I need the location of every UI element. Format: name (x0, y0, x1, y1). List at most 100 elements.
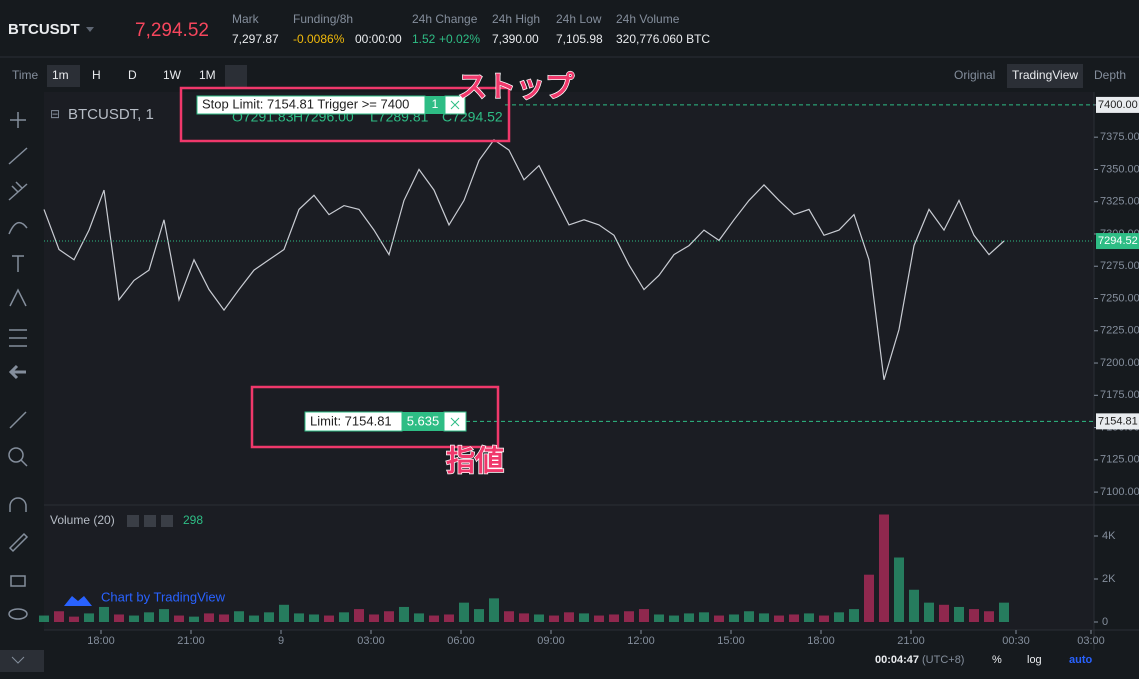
stat-label: 24h Change (412, 12, 478, 26)
volume-bar (384, 611, 394, 623)
volume-bar (834, 612, 844, 623)
credit[interactable]: Chart by TradingView (101, 589, 226, 604)
interval[interactable]: 1W (163, 68, 182, 82)
volume-bar (369, 614, 379, 623)
volume-bar (639, 609, 649, 623)
volume-bar (54, 611, 64, 623)
price-label-bg (1096, 96, 1139, 113)
volume-bar (474, 609, 484, 623)
last-price: 7,294.52 (135, 20, 209, 41)
price-label: 7400.00 (1098, 99, 1138, 111)
volume-last: 298 (183, 513, 203, 527)
volume-bar (609, 614, 619, 623)
footer-bg (0, 650, 1139, 679)
order-text: Limit: 7154.81 (310, 413, 392, 428)
x-tick-label: 15:00 (717, 635, 745, 647)
y-tick-label: 7200.00 (1100, 357, 1139, 369)
view-tab[interactable]: Original (954, 68, 995, 82)
volume-bar (189, 616, 199, 623)
volume-bar (339, 612, 349, 623)
x-tick-label: 21:00 (897, 635, 925, 647)
legend-toggle[interactable]: ⊟ (50, 107, 60, 121)
volume-bar (144, 612, 154, 623)
interval[interactable]: 1M (199, 68, 216, 82)
volume-bar (669, 615, 679, 623)
volume-bar (159, 609, 169, 623)
interval[interactable]: D (128, 68, 137, 82)
y-tick-label: 7275.00 (1100, 260, 1139, 272)
volume-bar (114, 614, 124, 623)
volume-bar (459, 602, 469, 623)
volume-bar (729, 614, 739, 623)
time-label: Time (12, 68, 39, 82)
y-tick-label: 7350.00 (1100, 163, 1139, 175)
view-tab[interactable]: TradingView (1012, 68, 1078, 82)
x-tick-label: 03:00 (357, 635, 385, 647)
volume-bar (549, 615, 559, 623)
y-tick-label: 7375.00 (1100, 131, 1139, 143)
volume-bar (684, 613, 694, 623)
volume-bar (69, 616, 79, 623)
volume-title: Volume (20) (50, 513, 115, 527)
view-tab[interactable]: Depth (1094, 68, 1126, 82)
drawing-tools[interactable] (8, 112, 29, 620)
symbol[interactable]: BTCUSDT (8, 21, 80, 38)
stat-value: 7,297.87 (232, 32, 279, 46)
volume-bar (354, 609, 364, 623)
stat-extra: +0.02% (439, 32, 480, 46)
volume-bar (969, 609, 979, 623)
x-tick-label: 18:00 (87, 635, 115, 647)
volume-bar (744, 611, 754, 623)
stat-value: -0.0086% (293, 32, 345, 46)
volume-bar (819, 615, 829, 623)
volume-bar (504, 611, 514, 623)
volume-bar (894, 557, 904, 623)
x-tick-label: 03:00 (1077, 635, 1105, 647)
icon[interactable] (144, 515, 156, 527)
y-tick-label: 4K (1102, 530, 1116, 542)
tv-logo (64, 596, 92, 606)
highlight-box (250, 385, 500, 449)
volume-bar (129, 615, 139, 623)
active-interval (47, 65, 80, 87)
price-label: 7154.81 (1098, 415, 1138, 427)
price-line (43, 138, 1005, 380)
icon[interactable] (127, 515, 139, 527)
volume-bar (414, 613, 424, 623)
log-button[interactable]: log (1027, 654, 1042, 666)
volume-bar (654, 614, 664, 623)
volume-bar (99, 606, 109, 623)
stat-value: 7,105.98 (556, 32, 603, 46)
x-tick-label: 06:00 (447, 635, 475, 647)
volume-bar (624, 611, 634, 623)
settings[interactable] (225, 65, 247, 87)
y-tick-label: 7250.00 (1100, 292, 1139, 304)
interval[interactable]: H (92, 68, 101, 82)
x-tick-label: 18:00 (807, 635, 835, 647)
stat-label: Mark (232, 12, 260, 26)
volume-bar (279, 604, 289, 623)
interval[interactable]: 1m (52, 68, 69, 82)
volume-bar (84, 613, 94, 623)
volume-bar (714, 615, 724, 623)
chart-bg (44, 92, 1094, 630)
percent-button[interactable]: % (992, 654, 1002, 666)
legend-symbol: BTCUSDT, 1 (68, 106, 154, 123)
auto-button[interactable]: auto (1069, 654, 1093, 666)
collapse[interactable] (0, 650, 44, 672)
timezone[interactable]: (UTC+8) (922, 654, 964, 666)
volume-bar (489, 598, 499, 623)
annotation: 指値 (446, 445, 504, 478)
stat-value: 7,390.00 (492, 32, 539, 46)
volume-bar (924, 602, 934, 623)
volume-bar (954, 606, 964, 623)
x-tick-label: 09:00 (537, 635, 565, 647)
volume-bar (804, 613, 814, 623)
order-qty-bg (425, 96, 445, 114)
icon[interactable] (161, 515, 173, 527)
dropdown[interactable] (86, 27, 94, 32)
price-label: 7294.52 (1098, 235, 1138, 247)
order-qty-bg (402, 412, 444, 431)
stat-value: 1.52 (412, 32, 436, 46)
